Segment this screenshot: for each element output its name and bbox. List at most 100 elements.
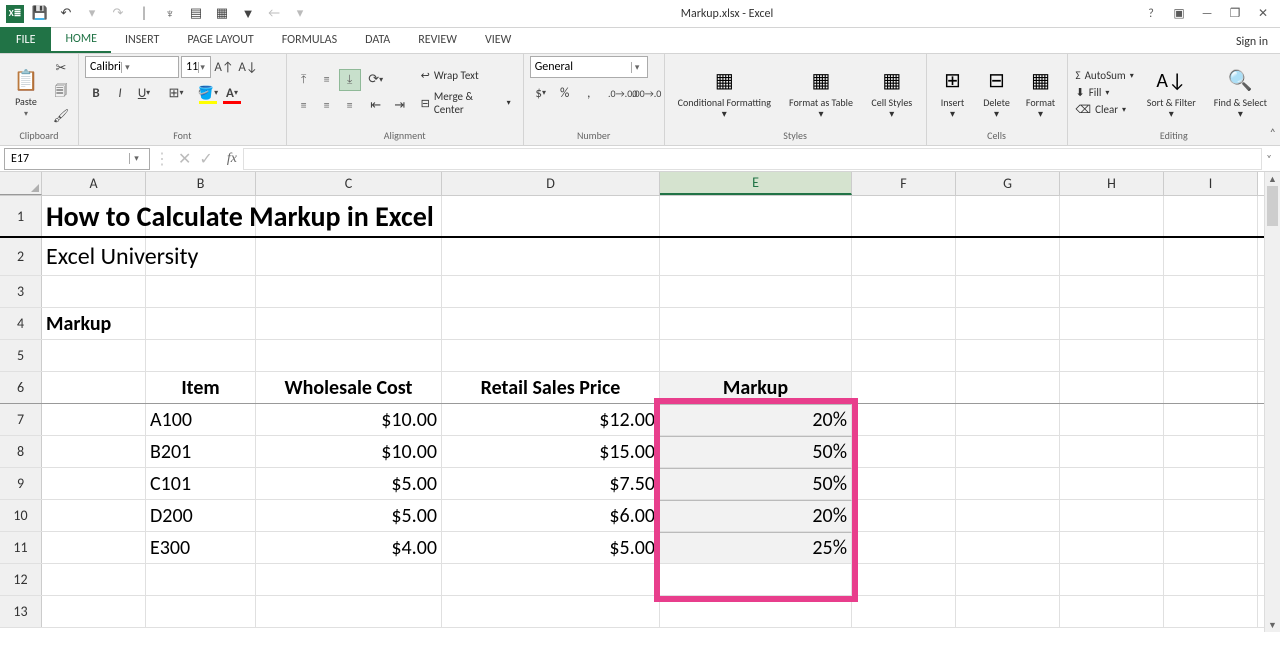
cell-B10[interactable]: D200 <box>146 500 256 531</box>
orientation-icon[interactable]: ⟳▾ <box>365 69 387 91</box>
fill-color-icon[interactable]: 🪣▾ <box>197 82 219 104</box>
cell-E9[interactable]: 50% <box>660 468 852 499</box>
percent-icon[interactable]: % <box>554 82 576 104</box>
col-G[interactable]: G <box>956 172 1060 195</box>
increase-indent-icon[interactable]: ⇥ <box>389 95 411 117</box>
align-center-icon[interactable]: ≡ <box>316 95 338 117</box>
name-box[interactable]: E17▾ <box>4 148 150 170</box>
vertical-scrollbar[interactable]: ▲ ▼ <box>1264 172 1280 632</box>
select-all-corner[interactable] <box>0 172 42 195</box>
autosum-button[interactable]: ΣAutoSum ▾ <box>1074 68 1136 83</box>
fx-icon[interactable]: fx <box>221 151 243 167</box>
back-icon[interactable]: ← <box>264 4 284 24</box>
undo-dropdown-icon[interactable]: ▾ <box>82 4 102 24</box>
format-cells-button[interactable]: ▦Format▾ <box>1021 65 1061 121</box>
currency-icon[interactable]: $▾ <box>530 82 552 104</box>
decrease-decimal-icon[interactable]: .00→.0 <box>636 82 658 104</box>
align-left-icon[interactable]: ≡ <box>293 95 315 117</box>
cell-E6[interactable]: Markup <box>660 372 852 403</box>
align-top-icon[interactable]: ⤒ <box>293 69 315 91</box>
hierarchy-icon[interactable]: ♆ <box>160 4 180 24</box>
align-right-icon[interactable]: ≡ <box>339 95 361 117</box>
increase-decimal-icon[interactable]: .0→.00 <box>612 82 634 104</box>
save-icon[interactable]: 💾 <box>30 4 50 24</box>
tab-data[interactable]: DATA <box>351 27 404 53</box>
find-select-button[interactable]: 🔍Find & Select ▾ <box>1207 65 1274 121</box>
merge-center-button[interactable]: ⊟Merge & Center▾ <box>415 88 517 118</box>
cut-icon[interactable]: ✂ <box>50 58 72 80</box>
form-icon[interactable]: ▤ <box>186 4 206 24</box>
tab-formulas[interactable]: FORMULAS <box>268 27 351 53</box>
border-icon[interactable]: ⊞▾ <box>165 82 187 104</box>
font-name-select[interactable]: Calibri▾ <box>85 56 179 78</box>
cell-styles-button[interactable]: ▦ Cell Styles ▾ <box>864 65 919 121</box>
formula-bar[interactable] <box>243 148 1262 170</box>
underline-button[interactable]: U▾ <box>133 82 155 104</box>
cell-D11[interactable]: $5.00 <box>442 532 660 563</box>
copy-icon[interactable]: 🗐 <box>50 82 72 104</box>
clear-button[interactable]: ⌫Clear ▾ <box>1074 102 1136 117</box>
delete-cells-button[interactable]: ⊟Delete▾ <box>977 65 1017 121</box>
col-H[interactable]: H <box>1060 172 1164 195</box>
cell-D6[interactable]: Retail Sales Price <box>442 372 660 403</box>
filter-icon[interactable]: ▼ <box>238 4 258 24</box>
format-as-table-button[interactable]: ▦ Format as Table ▾ <box>782 65 860 121</box>
number-format-select[interactable]: General▾ <box>530 56 648 78</box>
cell-D9[interactable]: $7.50 <box>442 468 660 499</box>
cell-D7[interactable]: $12.00 <box>442 404 660 435</box>
conditional-formatting-button[interactable]: ▦ Conditional Formatting ▾ <box>671 65 778 121</box>
cell-B8[interactable]: B201 <box>146 436 256 467</box>
minimize-icon[interactable]: — <box>1194 4 1220 24</box>
decrease-indent-icon[interactable]: ⇤ <box>365 95 387 117</box>
cell-E10[interactable]: 20% <box>660 500 852 531</box>
format-painter-icon[interactable]: 🖌 <box>50 106 72 128</box>
cell-C8[interactable]: $10.00 <box>256 436 442 467</box>
col-F[interactable]: F <box>852 172 956 195</box>
font-color-icon[interactable]: A▾ <box>221 82 243 104</box>
col-B[interactable]: B <box>146 172 256 195</box>
align-middle-icon[interactable]: ≡ <box>316 69 338 91</box>
scroll-thumb[interactable] <box>1267 186 1278 226</box>
enter-formula-icon[interactable]: ✓ <box>199 149 212 169</box>
cell-B9[interactable]: C101 <box>146 468 256 499</box>
cell-C10[interactable]: $5.00 <box>256 500 442 531</box>
cell-E8[interactable]: 50% <box>660 436 852 467</box>
tab-view[interactable]: VIEW <box>471 27 525 53</box>
undo-icon[interactable]: ↶ <box>56 4 76 24</box>
collapse-ribbon-icon[interactable]: ˄ <box>1270 127 1276 141</box>
col-E[interactable]: E <box>660 172 852 195</box>
cell-B11[interactable]: E300 <box>146 532 256 563</box>
font-size-select[interactable]: 11▾ <box>181 56 211 78</box>
name-box-dropdown-icon[interactable]: ▾ <box>129 153 143 164</box>
restore-icon[interactable]: ❐ <box>1222 4 1248 24</box>
comma-icon[interactable]: , <box>578 82 600 104</box>
paste-button[interactable]: 📋 Paste ▾ <box>6 64 46 121</box>
col-A[interactable]: A <box>42 172 146 195</box>
rowhdr-2[interactable]: 2 <box>0 238 42 275</box>
qat-dropdown-icon[interactable]: ▾ <box>290 4 310 24</box>
shrink-font-icon[interactable]: A↓ <box>237 56 259 78</box>
cell-B7[interactable]: A100 <box>146 404 256 435</box>
expand-formula-bar-icon[interactable]: ˅ <box>1262 152 1276 165</box>
rowhdr-1[interactable]: 1 <box>0 196 42 236</box>
cell-A2[interactable]: Excel University <box>42 238 146 275</box>
wrap-text-button[interactable]: ↩Wrap Text <box>415 67 517 84</box>
help-icon[interactable]: ? <box>1138 4 1164 24</box>
italic-button[interactable]: I <box>109 82 131 104</box>
cell-C9[interactable]: $5.00 <box>256 468 442 499</box>
col-D[interactable]: D <box>442 172 660 195</box>
worksheet-grid[interactable]: A B C D E F G H I 1 How to Calculate Mar… <box>0 172 1280 628</box>
cell-C6[interactable]: Wholesale Cost <box>256 372 442 403</box>
signin-link[interactable]: Sign in <box>1232 31 1272 53</box>
cell-E7[interactable]: 20% <box>660 404 852 435</box>
insert-cells-button[interactable]: ⊞Insert▾ <box>933 65 973 121</box>
col-C[interactable]: C <box>256 172 442 195</box>
close-icon[interactable]: ✕ <box>1250 4 1276 24</box>
bold-button[interactable]: B <box>85 82 107 104</box>
fill-button[interactable]: ⬇Fill ▾ <box>1074 85 1136 100</box>
cell-A1[interactable]: How to Calculate Markup in Excel <box>42 196 146 236</box>
cell-B6[interactable]: Item <box>146 372 256 403</box>
redo-icon[interactable]: ↷ <box>108 4 128 24</box>
ribbon-options-icon[interactable]: ▣ <box>1166 4 1192 24</box>
cell-C7[interactable]: $10.00 <box>256 404 442 435</box>
